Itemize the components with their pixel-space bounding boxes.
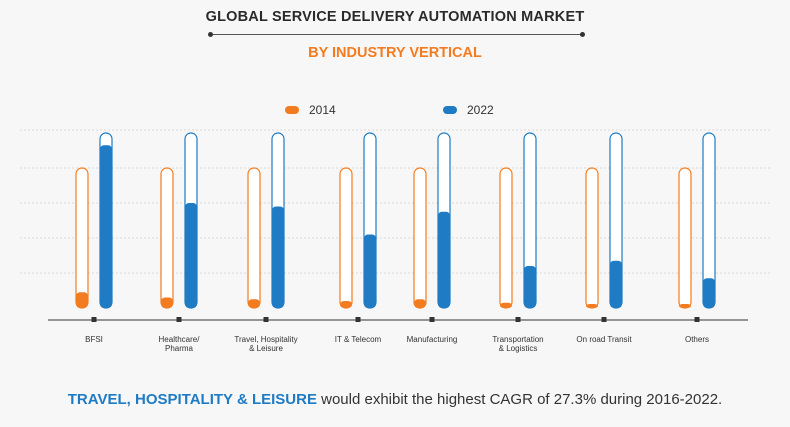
tick-bfsi	[91, 317, 97, 322]
bar-2022-bfsi	[100, 145, 112, 308]
bar-2014-others	[679, 304, 691, 308]
legend-item-2022: 2022	[443, 103, 494, 117]
tick-label-travel-hospitality-leisure-line-2: & Leisure	[249, 344, 283, 353]
tick-healthcare-pharma	[176, 317, 182, 322]
bar-2014-transportation-logistics	[500, 302, 512, 308]
footer-caption: TRAVEL, HOSPITALITY & LEISURE would exhi…	[0, 391, 790, 408]
legend-swatch-2022	[443, 106, 457, 114]
footer-text: would exhibit the highest CAGR of 27.3% …	[316, 391, 723, 408]
tick-label-transportation-logistics-line-1: Transportation	[492, 335, 543, 344]
chart-subtitle: BY INDUSTRY VERTICAL	[308, 45, 482, 61]
track-2014-bfsi	[75, 167, 89, 309]
legend-label-2014: 2014	[309, 103, 336, 117]
chart-title: GLOBAL SERVICE DELIVERY AUTOMATION MARKE…	[205, 9, 585, 25]
track-2014-others	[678, 167, 692, 309]
track-2014-healthcare-pharma	[160, 167, 174, 309]
track-2014-on-road-transit	[585, 167, 599, 309]
tick-label-bfsi: BFSI	[85, 335, 103, 344]
chart-plot: BFSI Healthcare/Pharma Travel, Hospitality…	[20, 129, 770, 353]
legend-swatch-2014	[285, 106, 299, 114]
bar-2014-healthcare-pharma	[161, 297, 173, 308]
bar-2022-healthcare-pharma	[185, 203, 197, 308]
divider-dot-left	[208, 32, 213, 37]
tick-on-road-transit	[601, 317, 607, 322]
tick-travel-hospitality-leisure	[263, 317, 269, 322]
legend-label-2022: 2022	[467, 103, 494, 117]
bar-2014-bfsi	[76, 292, 88, 308]
tick-label-on-road-transit: On road Transit	[576, 335, 632, 344]
track-2014-it-telecom	[339, 167, 353, 309]
tick-label-healthcare-pharma-line-1: Healthcare/	[159, 335, 201, 344]
bar-2022-travel-hospitality-leisure	[272, 206, 284, 308]
footer-highlight: TRAVEL, HOSPITALITY & LEISURE	[67, 391, 317, 408]
bar-2022-transportation-logistics	[524, 266, 536, 308]
track-2014-travel-hospitality-leisure	[247, 167, 261, 309]
tick-label-travel-hospitality-leisure-line-1: Travel, Hospitality	[234, 335, 297, 344]
track-2014-transportation-logistics	[499, 167, 513, 309]
tick-it-telecom	[355, 317, 361, 322]
tick-transportation-logistics	[515, 317, 521, 322]
tick-label-healthcare-pharma-line-2: Pharma	[165, 344, 194, 353]
divider-dot-right	[580, 32, 585, 37]
bar-2022-manufacturing	[438, 211, 450, 308]
tick-label-others: Others	[685, 335, 709, 344]
tick-label-it-telecom: IT & Telecom	[335, 335, 382, 344]
bar-2022-others	[703, 278, 715, 308]
bar-2022-on-road-transit	[610, 260, 622, 308]
bar-2014-travel-hospitality-leisure	[248, 299, 260, 308]
tick-label-manufacturing: Manufacturing	[407, 335, 458, 344]
tick-others	[694, 317, 700, 322]
title-divider	[208, 32, 585, 37]
legend-item-2014: 2014	[285, 103, 336, 117]
tick-manufacturing	[429, 317, 435, 322]
bar-2014-manufacturing	[414, 299, 426, 308]
bar-2014-it-telecom	[340, 301, 352, 308]
bar-2022-it-telecom	[364, 234, 376, 308]
track-2014-manufacturing	[413, 167, 427, 309]
bar-2014-on-road-transit	[586, 304, 598, 308]
tick-label-transportation-logistics-line-2: & Logistics	[499, 344, 538, 353]
